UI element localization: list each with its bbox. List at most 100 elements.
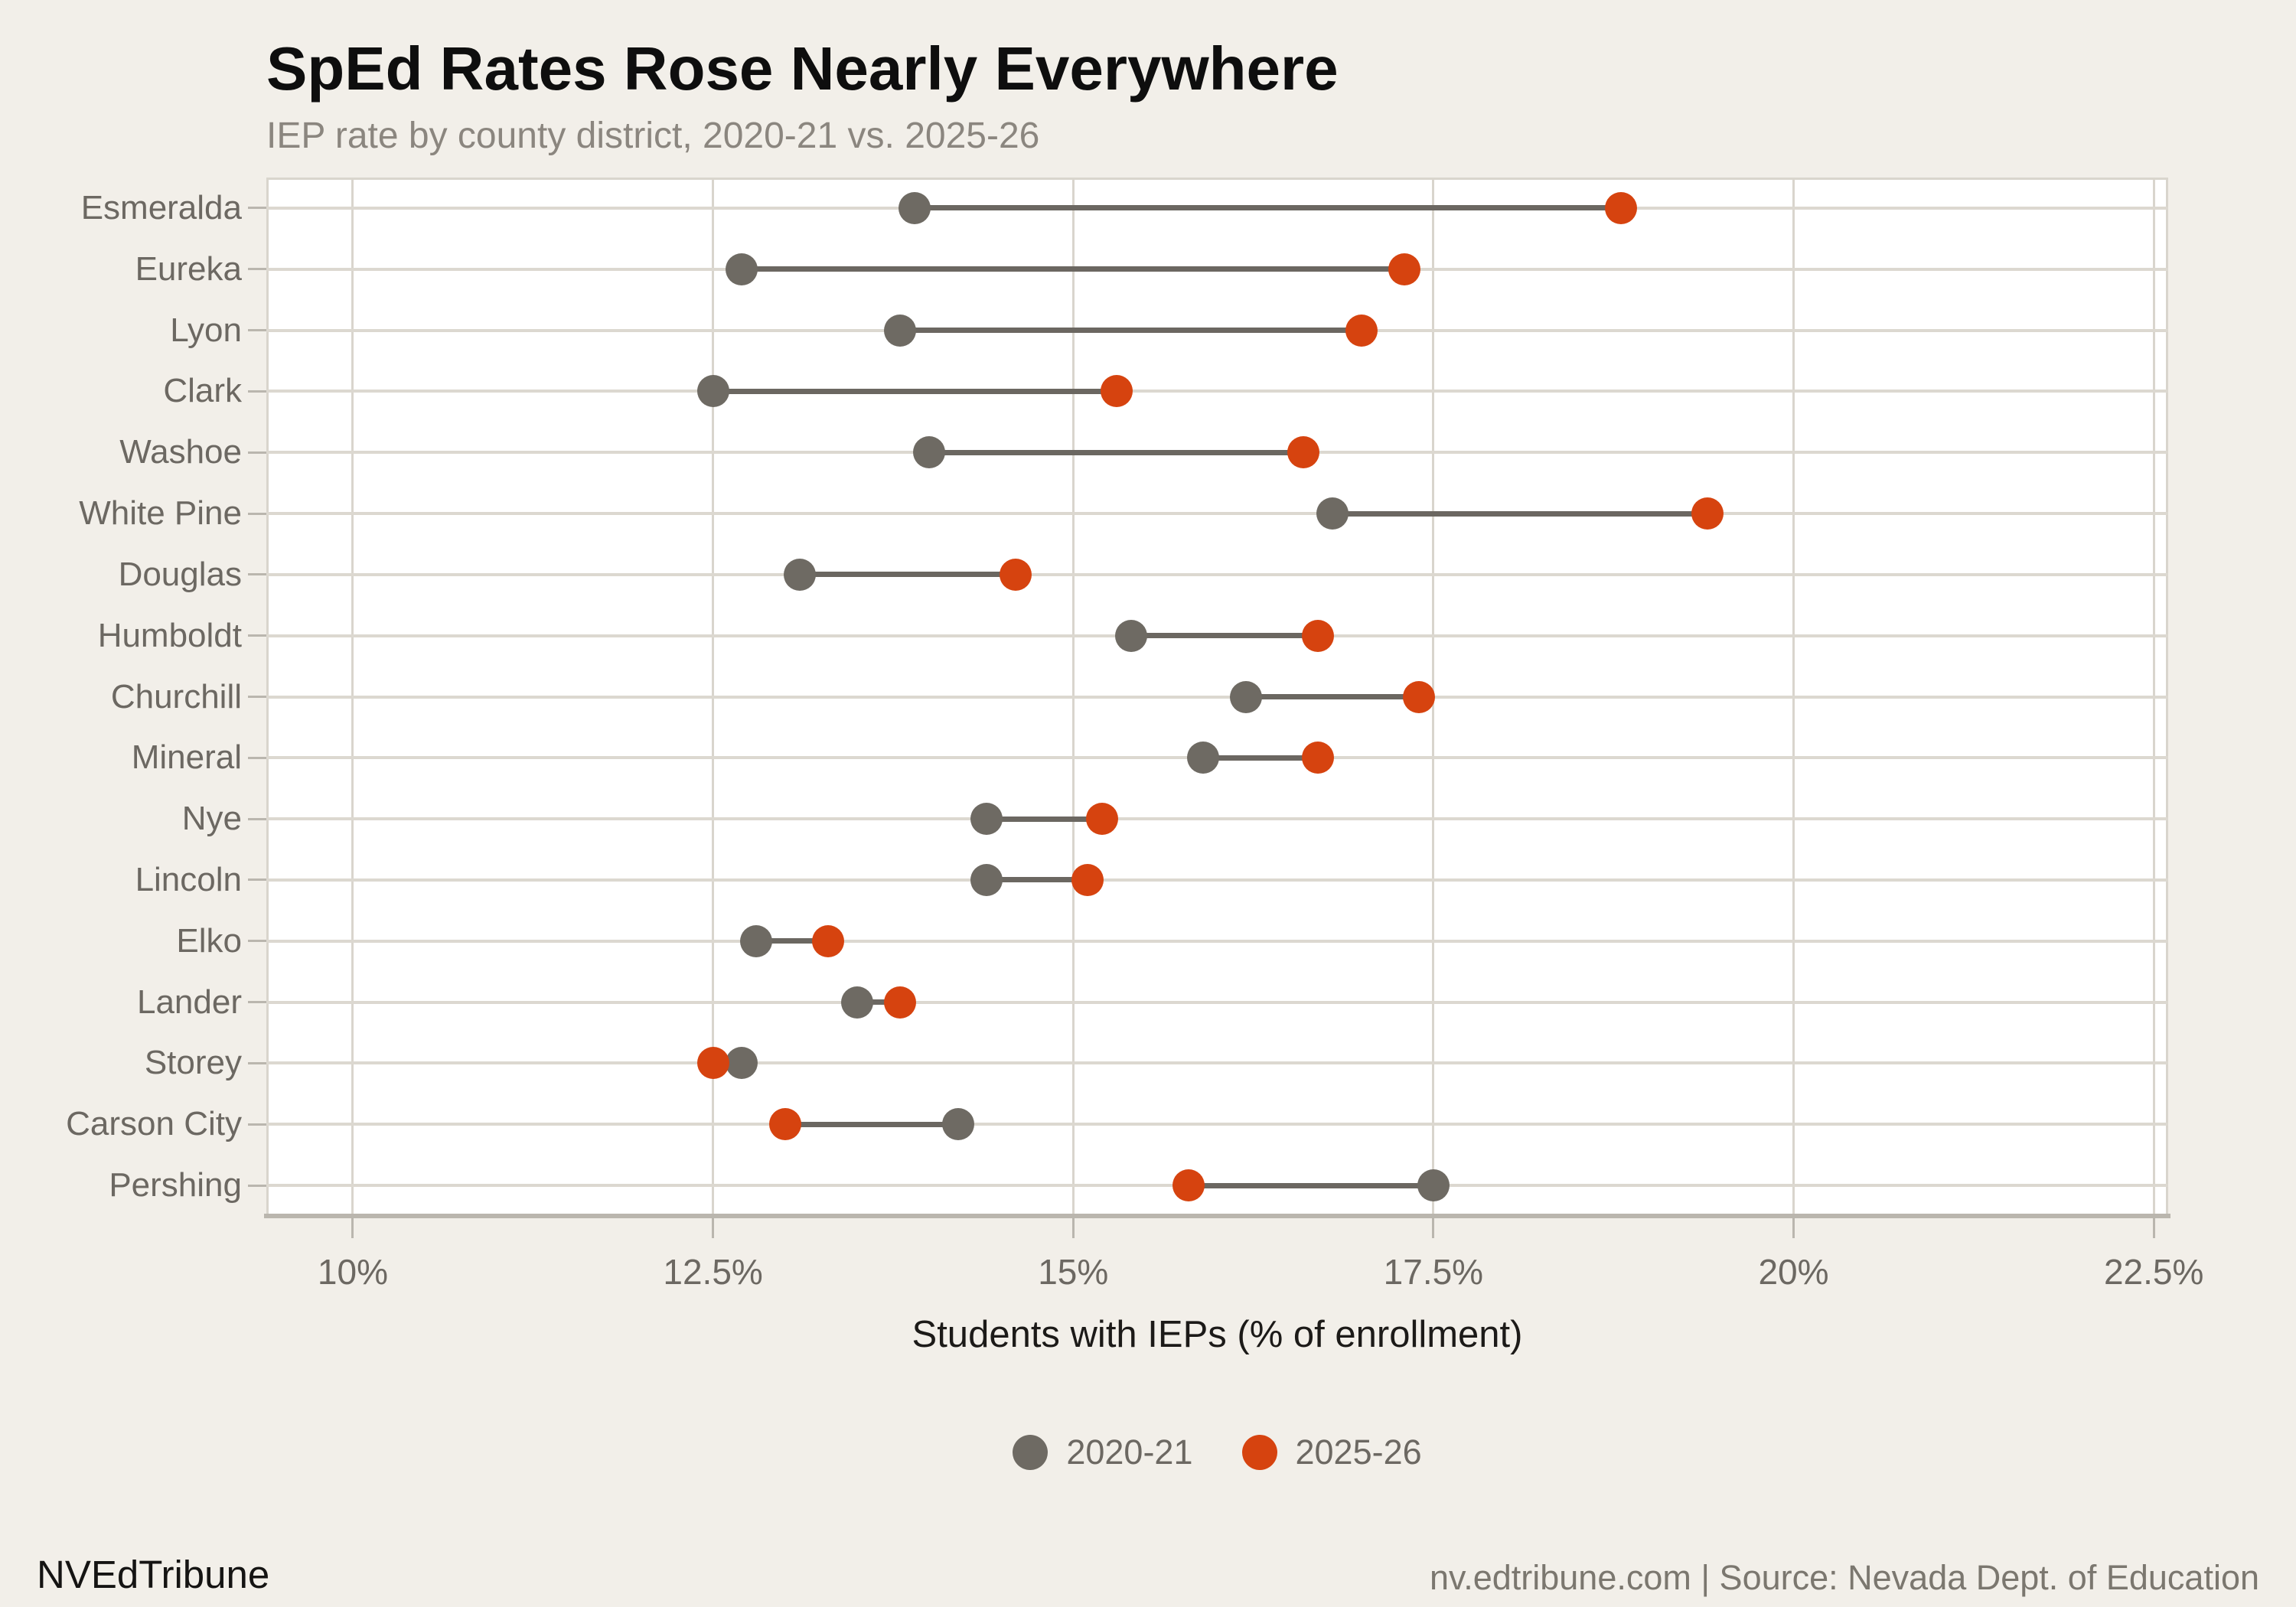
row-gridline [266, 695, 2168, 699]
dumbbell-connector [1130, 633, 1319, 639]
dumbbell-connector [742, 266, 1405, 272]
dot-2020-21 [696, 375, 729, 408]
y-tick-mark [248, 1061, 266, 1064]
y-axis-label: Carson City [66, 1105, 242, 1143]
x-tick-mark [2152, 1218, 2155, 1238]
dot-2025-26 [1345, 314, 1378, 347]
dot-2020-21 [970, 863, 1003, 896]
chart-title: SpEd Rates Rose Nearly Everywhere [266, 34, 1339, 103]
dot-2020-21 [912, 436, 945, 469]
dumbbell-connector [799, 572, 1016, 578]
dot-2025-26 [812, 924, 845, 957]
dot-2025-26 [999, 558, 1032, 591]
dumbbell-connector [1332, 510, 1707, 517]
y-tick-mark [248, 817, 266, 820]
dot-2020-21 [941, 1108, 974, 1141]
dumbbell-connector [1202, 755, 1319, 761]
brand-text: NVEdTribune [37, 1553, 270, 1596]
dumbbell-connector [987, 877, 1088, 883]
y-tick-mark [248, 207, 266, 210]
dumbbell-connector [900, 328, 1362, 334]
x-axis-line [264, 1214, 2170, 1218]
chart-subtitle: IEP rate by county district, 2020-21 vs.… [266, 116, 1040, 156]
y-axis-label: Douglas [118, 555, 242, 593]
dot-2025-26 [1100, 375, 1133, 408]
dot-2025-26 [768, 1108, 801, 1141]
y-axis-label: Eureka [135, 249, 242, 288]
dot-2025-26 [1302, 619, 1335, 652]
x-tick-label: 22.5% [2103, 1252, 2204, 1292]
dumbbell-connector [784, 1121, 958, 1127]
row-gridline [266, 1000, 2168, 1004]
x-tick-label: 15% [1038, 1252, 1109, 1292]
row-gridline [266, 939, 2168, 943]
legend-item: 2020-21 [1013, 1433, 1193, 1472]
y-tick-mark [248, 451, 266, 454]
dot-2020-21 [840, 986, 873, 1019]
dot-2025-26 [1388, 253, 1421, 285]
y-tick-mark [248, 573, 266, 576]
row-gridline [266, 390, 2168, 393]
x-tick-mark [1432, 1218, 1435, 1238]
x-tick-label: 12.5% [663, 1252, 763, 1292]
y-tick-mark [248, 268, 266, 271]
x-tick-mark [712, 1218, 715, 1238]
dot-2025-26 [1287, 436, 1320, 469]
dumbbell-connector [928, 449, 1304, 455]
y-tick-mark [248, 1123, 266, 1126]
dot-2025-26 [1172, 1169, 1205, 1202]
dot-2025-26 [1071, 863, 1104, 896]
y-tick-mark [248, 940, 266, 943]
y-tick-mark [248, 878, 266, 882]
dot-2020-21 [1316, 497, 1349, 530]
dot-2025-26 [696, 1047, 729, 1080]
y-tick-mark [248, 634, 266, 637]
y-axis-label: Nye [181, 800, 242, 838]
x-tick-label: 17.5% [1383, 1252, 1484, 1292]
dot-2025-26 [1691, 497, 1724, 530]
y-axis-label: White Pine [79, 494, 242, 533]
dot-2020-21 [1230, 680, 1263, 713]
dot-2020-21 [1417, 1169, 1450, 1202]
dumbbell-connector [856, 999, 901, 1006]
dot-2020-21 [740, 924, 773, 957]
row-gridline [266, 572, 2168, 576]
row-gridline [266, 1123, 2168, 1126]
x-tick-mark [1792, 1218, 1795, 1238]
dot-2020-21 [726, 1047, 758, 1080]
x-tick-label: 20% [1758, 1252, 1829, 1292]
y-tick-mark [248, 329, 266, 332]
row-gridline [266, 512, 2168, 516]
dot-2020-21 [899, 191, 931, 224]
y-axis-label: Storey [144, 1044, 242, 1082]
y-axis-label: Washoe [119, 433, 242, 471]
y-axis-label: Pershing [109, 1166, 242, 1204]
y-axis-label: Mineral [131, 738, 242, 777]
legend-dot-icon [1241, 1435, 1277, 1470]
dot-2020-21 [1186, 742, 1219, 774]
dumbbell-connector [1188, 1182, 1433, 1188]
dot-2020-21 [970, 803, 1003, 836]
x-tick-label: 10% [317, 1252, 388, 1292]
legend-label: 2025-26 [1295, 1433, 1422, 1472]
dot-2025-26 [1403, 680, 1436, 713]
y-axis-label: Esmeralda [80, 188, 242, 227]
legend-item: 2025-26 [1241, 1433, 1422, 1472]
y-tick-mark [248, 390, 266, 393]
dumbbell-connector [713, 388, 1117, 394]
y-axis-label: Clark [163, 372, 242, 410]
dot-2025-26 [1604, 191, 1637, 224]
dumbbell-connector [915, 205, 1621, 211]
x-tick-mark [351, 1218, 354, 1238]
y-axis-label: Lincoln [135, 860, 242, 898]
dot-2020-21 [783, 558, 816, 591]
dumbbell-connector [987, 816, 1102, 822]
dot-2025-26 [884, 986, 917, 1019]
y-tick-mark [248, 512, 266, 515]
dot-2025-26 [1302, 742, 1335, 774]
y-axis-label: Churchill [110, 677, 242, 715]
x-tick-mark [1071, 1218, 1075, 1238]
y-tick-mark [248, 1184, 266, 1187]
legend-label: 2020-21 [1066, 1433, 1193, 1472]
